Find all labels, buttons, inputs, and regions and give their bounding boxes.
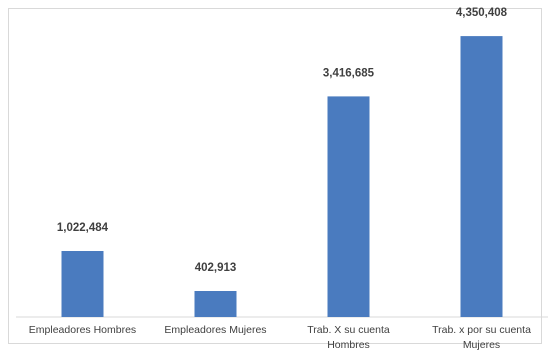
category-label-0-0: Empleadores Hombres	[29, 324, 136, 336]
value-label-1: 402,913	[195, 262, 237, 274]
category-label-2-1: Hombres	[327, 339, 370, 350]
value-labels-group: 1,022,484 402,913 3,416,685 4,350,408	[57, 7, 508, 274]
value-label-0: 1,022,484	[57, 222, 109, 234]
value-label-2: 3,416,685	[323, 67, 375, 79]
category-label-1-0: Empleadores Mujeres	[164, 324, 266, 336]
category-labels-group: Empleadores Hombres Empleadores Mujeres Tr…	[29, 324, 531, 350]
bars-group	[61, 36, 503, 318]
bar-0	[61, 251, 104, 317]
value-label-3: 4,350,408	[456, 7, 508, 19]
bar-3	[460, 36, 503, 317]
category-label-3-0: Trab. x por su cuenta	[432, 324, 531, 336]
category-label-2-0: Trab. X su cuenta	[307, 324, 390, 336]
bar-2	[327, 96, 370, 318]
bar-1	[194, 291, 237, 317]
category-label-3-1: Mujeres	[463, 339, 500, 350]
